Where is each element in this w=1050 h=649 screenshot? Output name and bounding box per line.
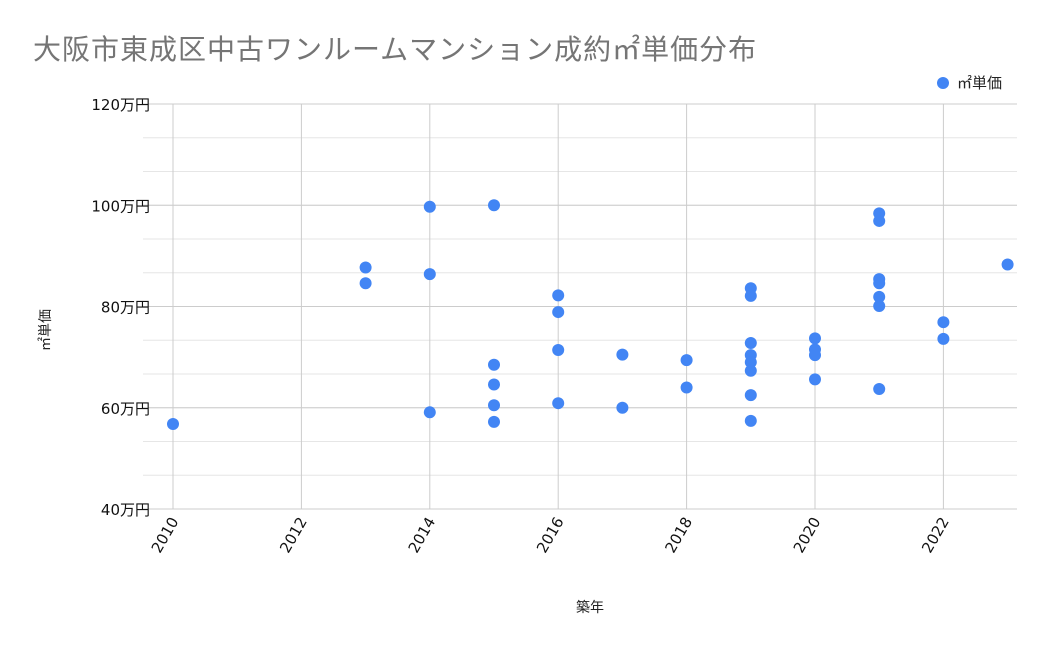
- data-point: [873, 214, 886, 227]
- x-tick-label: 2018: [661, 514, 696, 556]
- data-point: [744, 364, 757, 377]
- data-point: [552, 397, 565, 410]
- data-point: [488, 399, 500, 412]
- data-point: [744, 289, 757, 302]
- data-point: [552, 289, 565, 302]
- legend-label: ㎡単価: [957, 74, 1003, 92]
- data-point: [680, 381, 693, 394]
- y-tick-label: 120万円: [91, 96, 150, 114]
- data-point: [809, 373, 821, 386]
- data-point: [423, 406, 436, 419]
- x-tick-label: 2022: [918, 514, 953, 556]
- data-points: [167, 199, 1014, 430]
- x-tick-label: 2014: [405, 514, 440, 556]
- data-point: [873, 277, 886, 290]
- data-point: [488, 199, 500, 212]
- data-point: [744, 336, 757, 349]
- y-axis-ticks: 40万円 60万円 80万円 100万円 120万円: [91, 96, 150, 519]
- data-point: [423, 268, 436, 281]
- data-point: [873, 383, 886, 396]
- data-point: [937, 316, 950, 329]
- data-point: [809, 349, 821, 362]
- x-tick-label: 2016: [533, 514, 568, 556]
- chart-title: 大阪市東成区中古ワンルームマンション成約㎡単価分布: [33, 33, 758, 66]
- data-point: [359, 261, 372, 274]
- data-point: [488, 415, 500, 428]
- legend-marker-icon: [937, 76, 949, 89]
- y-tick-label: 80万円: [101, 299, 150, 317]
- data-point: [744, 414, 757, 427]
- y-tick-label: 40万円: [101, 501, 150, 519]
- legend: ㎡単価: [937, 72, 1002, 93]
- data-point: [680, 354, 693, 367]
- gridlines: [143, 103, 1017, 510]
- x-tick-label: 2012: [276, 514, 311, 556]
- data-point: [167, 417, 179, 430]
- data-point: [937, 332, 950, 345]
- y-tick-label: 100万円: [91, 197, 150, 215]
- data-point: [873, 299, 886, 312]
- data-point: [616, 348, 629, 361]
- x-tick-label: 2010: [148, 514, 183, 556]
- data-point: [552, 306, 565, 319]
- data-point: [744, 356, 757, 369]
- data-point: [873, 290, 886, 303]
- x-tick-label: 2020: [790, 514, 825, 556]
- x-axis-ticks: 2010 2012 2014 2016 2018 2020 2022: [148, 514, 953, 556]
- y-tick-label: 60万円: [101, 400, 150, 418]
- data-point: [359, 277, 372, 290]
- data-point: [488, 358, 500, 371]
- x-axis-title: 築年: [576, 600, 604, 616]
- data-point: [423, 200, 436, 213]
- y-axis-title: ㎡単価: [38, 309, 54, 351]
- data-point: [552, 344, 565, 357]
- data-point: [616, 401, 629, 414]
- data-point: [809, 332, 821, 345]
- data-point: [744, 389, 757, 402]
- data-point: [1001, 258, 1014, 271]
- data-point: [488, 378, 500, 391]
